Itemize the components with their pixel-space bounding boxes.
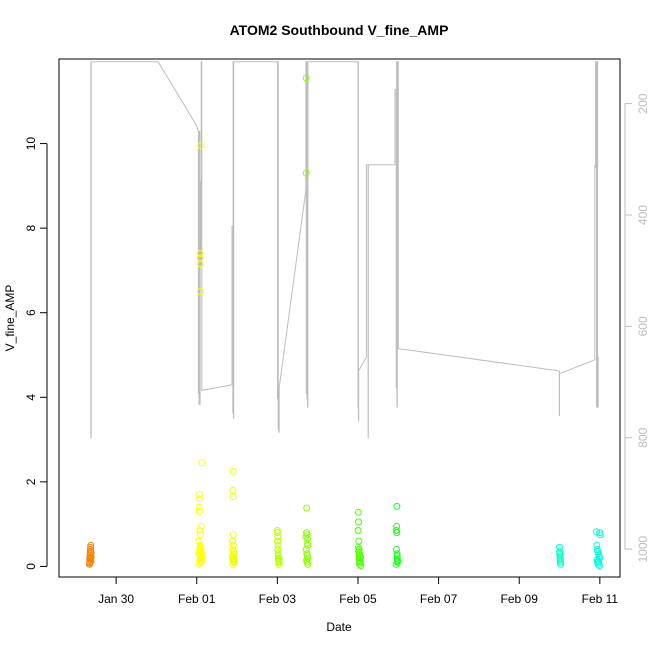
x-tick-label: Feb 07	[420, 592, 458, 606]
y-axis-label: V_fine_AMP	[3, 285, 17, 352]
data-point	[354, 527, 362, 534]
x-tick-label: Feb 09	[501, 592, 539, 606]
y-tick-label: 6	[24, 309, 38, 316]
data-point	[198, 549, 206, 557]
x-tick-label: Feb 01	[178, 592, 216, 606]
data-point	[195, 491, 203, 498]
data-point	[198, 557, 205, 565]
plot-frame	[58, 58, 621, 578]
right-tick-label: 1000	[636, 535, 650, 562]
data-point	[195, 537, 203, 545]
data-point	[197, 522, 205, 530]
y-tick-label: 4	[24, 394, 38, 401]
x-tick-label: Feb 05	[339, 592, 377, 606]
data-point	[195, 508, 203, 515]
right-tick-label: 800	[636, 427, 650, 447]
data-point	[229, 493, 237, 501]
data-point	[596, 531, 604, 539]
data-point	[595, 562, 603, 570]
axes-layer: 0 2 4 6 8 10 Jan 30 Feb 01 Feb 03 Feb 05 Feb 07 Feb…	[24, 93, 650, 606]
data-point	[304, 541, 312, 549]
data-point	[196, 495, 203, 503]
depth-series-line	[90, 61, 599, 439]
x-axis-label: Date	[326, 620, 352, 634]
data-point	[393, 502, 401, 510]
data-point	[87, 555, 95, 563]
data-point	[557, 560, 564, 568]
y-tick-label: 10	[24, 137, 38, 151]
data-point	[229, 555, 237, 563]
data-point	[275, 557, 283, 565]
data-point	[556, 558, 564, 566]
x-tick-label: Feb 11	[582, 592, 619, 606]
right-tick-label: 200	[636, 93, 650, 113]
data-point	[196, 250, 204, 257]
data-point	[355, 537, 363, 545]
data-point	[197, 142, 205, 150]
data-point	[355, 518, 362, 526]
data-point	[595, 557, 603, 565]
right-tick-label: 600	[636, 316, 650, 336]
data-point	[274, 529, 282, 537]
y-tick-label: 2	[24, 478, 38, 485]
data-point	[357, 553, 364, 561]
data-point	[274, 533, 282, 541]
data-point	[229, 531, 237, 539]
data-point	[198, 459, 206, 467]
data-point	[354, 508, 362, 516]
data-point	[394, 557, 402, 565]
data-point	[197, 288, 204, 296]
data-point	[87, 557, 95, 565]
data-point	[197, 260, 205, 268]
right-tick-label: 400	[636, 205, 650, 225]
x-tick-label: Jan 30	[98, 592, 134, 606]
data-point	[356, 557, 364, 565]
data-point	[275, 555, 283, 563]
y-tick-label: 0	[24, 563, 38, 570]
data-point	[302, 169, 310, 177]
data-point	[197, 531, 205, 539]
data-point	[274, 541, 282, 549]
depth-line-layer	[90, 61, 599, 439]
data-point	[357, 562, 365, 570]
y-tick-label: 8	[24, 224, 38, 231]
points-layer	[86, 74, 604, 570]
data-point	[198, 553, 206, 561]
chart-title: ATOM2 Southbound V_fine_AMP	[230, 22, 449, 38]
data-point	[274, 537, 281, 545]
data-point	[302, 546, 310, 553]
data-point	[196, 527, 204, 534]
data-point	[556, 556, 564, 564]
data-point	[229, 467, 237, 475]
data-point	[229, 537, 237, 545]
data-point	[302, 74, 310, 82]
x-tick-label: Feb 03	[259, 592, 297, 606]
data-point	[393, 529, 401, 537]
data-point	[87, 546, 94, 553]
data-point	[87, 541, 95, 549]
data-point	[303, 504, 311, 512]
data-point	[356, 560, 363, 568]
data-point	[302, 533, 310, 541]
data-point	[594, 560, 602, 568]
data-point	[229, 486, 237, 494]
data-point	[86, 559, 94, 567]
data-point	[304, 560, 312, 568]
data-point	[195, 503, 203, 511]
